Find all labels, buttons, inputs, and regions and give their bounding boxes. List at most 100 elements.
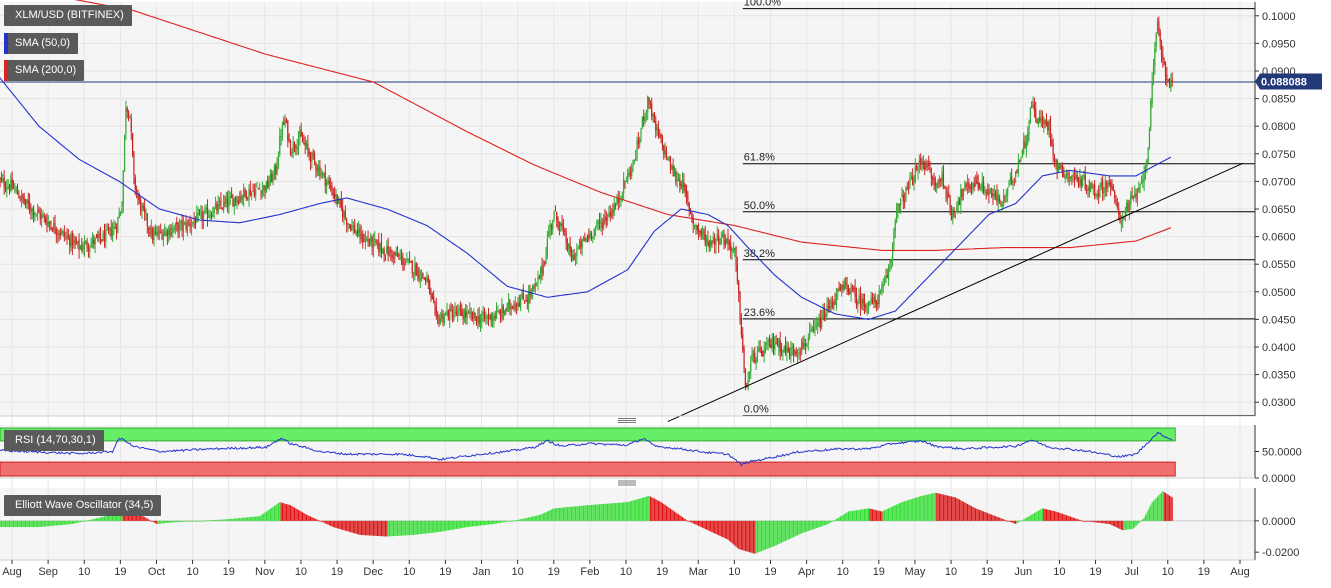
candle-body	[912, 176, 914, 186]
candle-body	[0, 178, 3, 180]
candle-body	[944, 187, 946, 189]
ewo-bar	[502, 520, 504, 523]
candle-body	[209, 215, 211, 217]
candle-body	[297, 139, 300, 148]
candle-body	[731, 248, 733, 253]
candle-body	[537, 277, 539, 283]
ewo-bar	[1107, 520, 1109, 524]
ewo-bar	[441, 520, 443, 532]
ewo-bar	[1119, 520, 1121, 530]
ewo-bar	[992, 515, 994, 521]
candle-body	[1053, 156, 1056, 162]
candle-body	[352, 226, 354, 228]
candle-body	[833, 301, 835, 309]
ewo-bar	[525, 518, 527, 521]
ewo-bar	[1082, 520, 1084, 522]
candle-body	[855, 294, 858, 305]
candle-body	[457, 310, 459, 317]
candle-body	[269, 173, 272, 184]
candle-body	[300, 129, 302, 137]
candle-body	[838, 287, 840, 289]
panel-resize-handle[interactable]	[618, 480, 636, 486]
ewo-bar	[406, 520, 408, 536]
candle-body	[107, 229, 110, 231]
symbol-label-text: XLM/USD (BITFINEX)	[15, 9, 124, 21]
ewo-bar	[327, 520, 329, 525]
candle-body	[1036, 118, 1038, 123]
candle-body	[74, 238, 76, 243]
ewo-bar	[815, 520, 817, 529]
candle-body	[22, 193, 24, 199]
ewo-bar	[877, 510, 879, 521]
ewo-bar	[776, 520, 779, 545]
candle-body	[764, 345, 767, 351]
ewo-bar	[1100, 520, 1102, 524]
candle-body	[803, 343, 805, 348]
ewo-bar	[82, 520, 84, 522]
candle-body	[172, 227, 174, 234]
candle-body	[783, 346, 785, 352]
candle-body	[87, 248, 90, 250]
ewo-bar	[1139, 520, 1141, 522]
ewo-bar	[1087, 520, 1089, 522]
ewo-bar	[942, 494, 944, 521]
candle-body	[1096, 193, 1098, 197]
ewo-bar	[1118, 520, 1120, 529]
time-tick-label: 10	[403, 566, 415, 578]
panel-resize-handle[interactable]	[618, 418, 636, 423]
candle-body	[879, 289, 882, 291]
candle-body	[755, 359, 757, 365]
ewo-bar	[59, 520, 61, 526]
candle-body	[1118, 209, 1120, 215]
ewo-bar	[1029, 515, 1031, 521]
candle-body	[136, 189, 138, 193]
ewo-bar	[20, 520, 23, 528]
ewo-bar	[418, 520, 420, 535]
ewo-bar	[632, 500, 634, 521]
candle-body	[37, 210, 39, 213]
sma-200-legend[interactable]: SMA (200,0)	[4, 60, 85, 81]
ewo-bar	[679, 515, 681, 521]
candle-body	[511, 307, 514, 309]
ewo-bar	[356, 520, 358, 535]
rsi-legend[interactable]: RSI (14,70,30,1)	[4, 430, 104, 451]
ewo-bar	[287, 504, 289, 521]
ewo-bar	[490, 520, 492, 525]
ewo-bar	[558, 507, 560, 521]
ewo-bar	[644, 497, 646, 521]
ewo-bar	[550, 509, 552, 521]
candle-body	[99, 233, 102, 239]
candle-body	[730, 243, 732, 252]
ewo-legend[interactable]: Elliott Wave Oscillator (34,5)	[4, 495, 162, 516]
candle-body	[916, 165, 918, 170]
ewo-bar	[62, 520, 64, 525]
candle-body	[556, 211, 558, 220]
candle-body	[958, 200, 961, 205]
sma-50-legend[interactable]: SMA (50,0)	[4, 33, 79, 54]
candle-body	[969, 187, 971, 189]
ewo-bar	[999, 517, 1001, 521]
time-tick-label: 10	[78, 566, 90, 578]
candle-body	[858, 295, 860, 300]
candle-body	[32, 209, 35, 216]
ewo-bar	[700, 520, 702, 528]
candle-body	[946, 191, 949, 201]
ewo-bar	[574, 506, 577, 521]
ewo-bar	[338, 520, 340, 529]
candle-body	[202, 214, 205, 222]
candle-body	[806, 343, 808, 345]
ewo-bar	[889, 507, 891, 521]
candle-body	[1135, 194, 1137, 197]
ewo-bar	[497, 520, 499, 524]
candle-body	[974, 177, 977, 187]
candle-body	[570, 249, 573, 262]
candle-body	[53, 223, 55, 230]
ewo-bar	[633, 500, 635, 521]
ewo-bar	[624, 502, 626, 521]
ewo-bar	[442, 520, 444, 532]
ewo-bar	[643, 497, 645, 521]
ewo-bar	[219, 519, 221, 521]
symbol-label[interactable]: XLM/USD (BITFINEX)	[4, 5, 132, 26]
